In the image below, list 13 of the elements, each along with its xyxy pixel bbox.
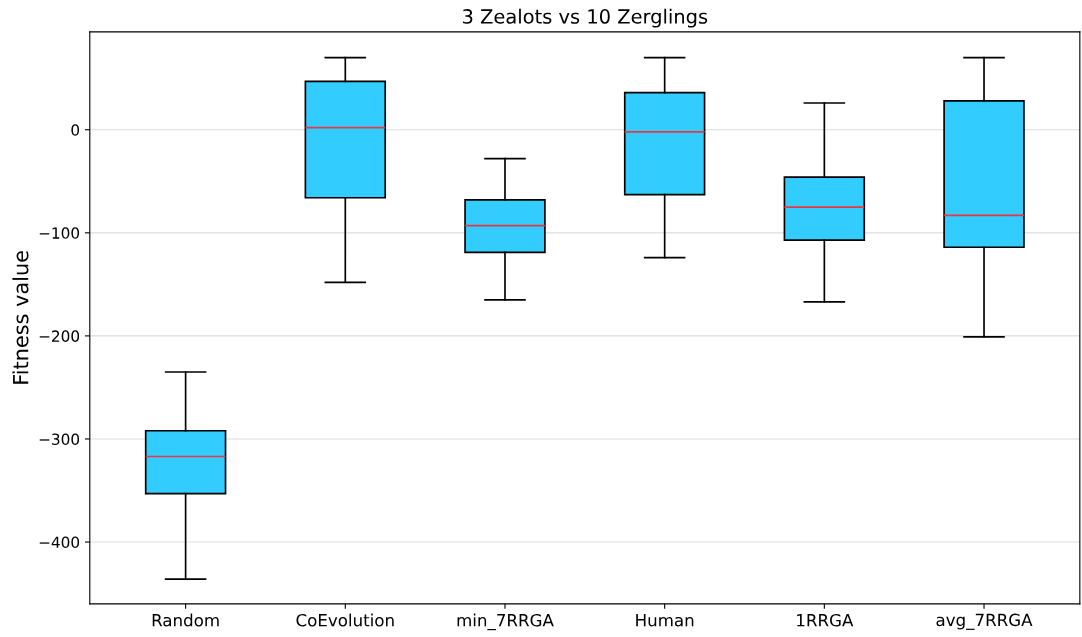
y-tick-label: −200 [39,330,80,342]
x-tick-label: 1RRGA [797,613,854,627]
x-tick-label: avg_7RRGA [936,613,1033,630]
y-axis-title: Fitness value [12,251,29,384]
y-tick-label: −400 [39,536,80,549]
y-tick-label: −300 [39,433,80,445]
chart-title: 3 Zealots vs 10 Zerglings [463,8,708,28]
y-tick-label: 0 [71,124,80,136]
y-tick-label: −100 [39,227,80,239]
x-tick-label: CoEvolution [296,613,394,627]
x-tick-label: Random [152,613,219,627]
x-tick-label: min_7RRGA [457,613,554,631]
x-tick-label: Human [636,614,694,627]
